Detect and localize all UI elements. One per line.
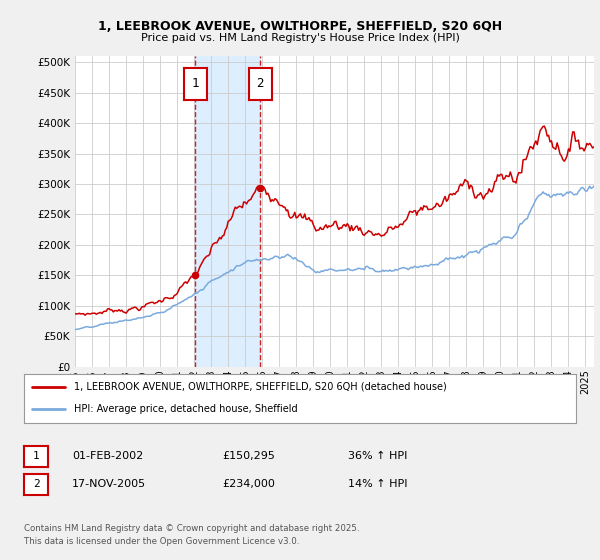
Text: 01-FEB-2002: 01-FEB-2002 xyxy=(72,451,143,461)
Text: 14% ↑ HPI: 14% ↑ HPI xyxy=(348,479,407,489)
Text: 1: 1 xyxy=(192,77,199,91)
Text: £150,295: £150,295 xyxy=(222,451,275,461)
Text: 1, LEEBROOK AVENUE, OWLTHORPE, SHEFFIELD, S20 6QH: 1, LEEBROOK AVENUE, OWLTHORPE, SHEFFIELD… xyxy=(98,20,502,34)
Text: 36% ↑ HPI: 36% ↑ HPI xyxy=(348,451,407,461)
Text: 2: 2 xyxy=(32,479,40,489)
Text: 1, LEEBROOK AVENUE, OWLTHORPE, SHEFFIELD, S20 6QH (detached house): 1, LEEBROOK AVENUE, OWLTHORPE, SHEFFIELD… xyxy=(74,382,446,392)
Text: £234,000: £234,000 xyxy=(222,479,275,489)
Bar xyxy=(196,56,260,367)
Text: 2: 2 xyxy=(256,77,264,91)
Text: 1: 1 xyxy=(32,451,40,461)
Text: 17-NOV-2005: 17-NOV-2005 xyxy=(72,479,146,489)
Text: Contains HM Land Registry data © Crown copyright and database right 2025.
This d: Contains HM Land Registry data © Crown c… xyxy=(24,524,359,545)
Text: HPI: Average price, detached house, Sheffield: HPI: Average price, detached house, Shef… xyxy=(74,404,298,414)
Text: Price paid vs. HM Land Registry's House Price Index (HPI): Price paid vs. HM Land Registry's House … xyxy=(140,33,460,43)
